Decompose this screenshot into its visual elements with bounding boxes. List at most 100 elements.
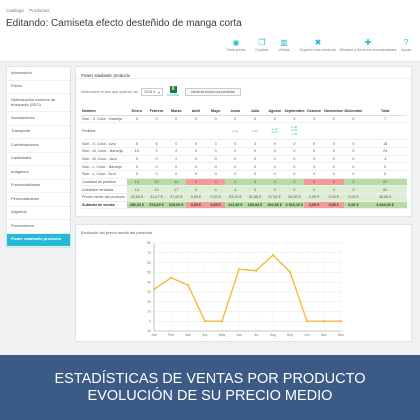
column-header: Marzo <box>166 107 187 116</box>
delete-product-button[interactable]: ✖ Suprimir este producto <box>299 38 337 52</box>
column-header: Febrero <box>146 107 167 116</box>
table-cell: 0 <box>363 170 407 179</box>
orders-cell <box>166 122 187 141</box>
table-cell: 0,00 € <box>186 201 206 210</box>
sidebar-item-combinations[interactable]: Combinaciones <box>7 139 70 153</box>
breadcrumb: Catálogo Productos <box>6 8 54 13</box>
breadcrumb-products[interactable]: Productos <box>29 8 50 13</box>
column-header: Enero <box>127 107 147 116</box>
table-cell: 0 <box>343 139 364 148</box>
data-point <box>288 270 292 273</box>
sidebar-item-power-stats[interactable]: Power stadiastic producto <box>7 233 70 247</box>
sidebar-item-info[interactable]: Información <box>7 67 70 81</box>
order-links[interactable]: ▸ 45 ▸ 45 ▸ 45 <box>291 124 298 136</box>
y-tick-label: 50 <box>147 271 151 275</box>
column-header: Mayo <box>205 107 226 116</box>
sales-button[interactable]: ▥ Ventas <box>278 38 290 52</box>
table-cell: 0 <box>127 115 147 124</box>
table-cell: 2 <box>284 185 305 194</box>
table-cell: 0 <box>284 147 305 156</box>
export-excel-button[interactable]: X Exportar <box>167 86 180 97</box>
table-cell: 18 <box>363 139 407 148</box>
table-cell: 14 <box>127 185 147 194</box>
order-links[interactable]: ▸ 41 <box>232 128 239 133</box>
sidebar-item-features[interactable]: Funcionalidades <box>7 180 70 193</box>
excel-icon: X <box>169 86 177 93</box>
table-cell: 0,00 € <box>323 193 344 202</box>
preview-button[interactable]: ◉ Vista previa <box>226 38 246 52</box>
table-cell: 3 <box>186 147 206 156</box>
orders-cell: ▸ 41 <box>225 122 246 141</box>
x-tick-label: Apr <box>202 333 208 337</box>
table-cell: 0 <box>205 155 226 164</box>
table-cell: 0 <box>323 162 344 171</box>
table-cell: 2 <box>166 147 187 156</box>
table-cell: 0 <box>343 115 364 124</box>
help-button[interactable]: ? Ayuda <box>400 38 412 52</box>
sidebar-item-customization[interactable]: Personalización <box>7 193 70 207</box>
year-select[interactable]: 2016 ▾ <box>141 87 164 96</box>
breadcrumb-catalog[interactable]: Catálogo <box>6 8 25 13</box>
data-point <box>339 320 343 323</box>
banner-line-2: EVOLUCIÓN DE SU PRECIO MEDIO <box>87 387 333 404</box>
sidebar-item-suppliers[interactable]: Proveedores <box>7 220 70 234</box>
table-cell: 0 <box>284 139 305 148</box>
table-cell: 0 <box>264 147 285 156</box>
promo-banner: ESTADÍSTICAS DE VENTAS POR PRODUCTO EVOL… <box>0 355 420 420</box>
table-cell: Unidades vendidas <box>81 185 128 194</box>
table-cell: 3 <box>343 185 364 194</box>
order-links[interactable]: ▸ 44 ▸ 44 <box>271 126 278 135</box>
order-links[interactable]: ▸ 36 <box>252 128 258 133</box>
sidebar-item-quantities[interactable]: Cantidades <box>7 153 70 166</box>
table-cell: 0 <box>186 170 206 179</box>
column-header: Octubre <box>304 107 324 116</box>
y-tick-label: -10 <box>146 329 151 333</box>
data-point <box>152 288 156 291</box>
table-cell: 0 <box>205 115 226 124</box>
data-point <box>271 254 275 257</box>
table-cell: 0 <box>186 178 206 187</box>
sidebar-item-attachments[interactable]: Adjuntos <box>7 207 70 220</box>
table-cell: 0 <box>343 155 364 164</box>
table-cell: 0 <box>343 162 364 171</box>
table-cell: 32,60 € <box>127 193 147 202</box>
table-cell: 0,00 € <box>205 201 226 210</box>
table-cell: Subtotal de ventas <box>81 201 128 210</box>
table-cell: 0,00 € <box>205 193 226 202</box>
column-header: Noviembre <box>323 107 344 116</box>
table-cell: 37,00 € <box>166 193 187 202</box>
table-cell: 0 <box>284 155 305 164</box>
table-cell: 0 <box>146 155 167 164</box>
table-cell: 0 <box>146 115 167 124</box>
orders-row: Pedidos ▸ 41 ▸ 36 ▸ 44 ▸ 44 ▸ 45 ▸ 45 ▸ 45 <box>81 122 407 141</box>
table-cell: 50,50 € <box>284 193 305 202</box>
stats-panel-title: Power stadiastic producto <box>76 67 411 79</box>
data-point <box>220 320 224 323</box>
y-tick-label: 30 <box>147 290 151 294</box>
table-cell: 0 <box>166 162 187 171</box>
sidebar-item-price[interactable]: Precio <box>7 81 70 94</box>
sidebar-item-seo[interactable]: Optimización motores de búsqueda (SEO) <box>7 94 70 112</box>
table-cell: 2 <box>225 115 246 124</box>
x-tick-label: Dec <box>338 333 344 337</box>
sidebar-item-shipping[interactable]: Transporte <box>7 126 70 139</box>
y-tick-label: 20 <box>147 300 151 304</box>
x-tick-label: Mar <box>185 333 192 337</box>
table-cell: 0,00 € <box>343 193 364 202</box>
table-cell: 0 <box>323 147 344 156</box>
puzzle-icon: ✚ <box>364 38 372 47</box>
duplicate-button[interactable]: ❐ Duplicar <box>255 38 269 52</box>
table-cell: 0 <box>323 170 344 179</box>
column-header: Nombre <box>81 107 128 116</box>
show-all-orders-button[interactable]: Mostrar todos los pedidos <box>185 87 241 96</box>
sidebar-item-images[interactable]: Imágenes <box>7 166 70 180</box>
sidebar-item-associations[interactable]: Asociaciones <box>7 112 70 126</box>
data-point <box>237 268 241 271</box>
recommended-modules-button[interactable]: ✚ Módulos y Servicios recomendados <box>339 38 397 52</box>
page-header: Catálogo Productos Editando: Camiseta ef… <box>0 0 420 62</box>
x-tick-label: Aug <box>270 333 276 337</box>
table-cell: 0 <box>264 170 285 179</box>
table-cell: Size - M, Color - Naranja <box>81 147 128 156</box>
table-cell: 57 <box>363 178 407 187</box>
table-cell: Precio medio del producto <box>81 193 128 202</box>
